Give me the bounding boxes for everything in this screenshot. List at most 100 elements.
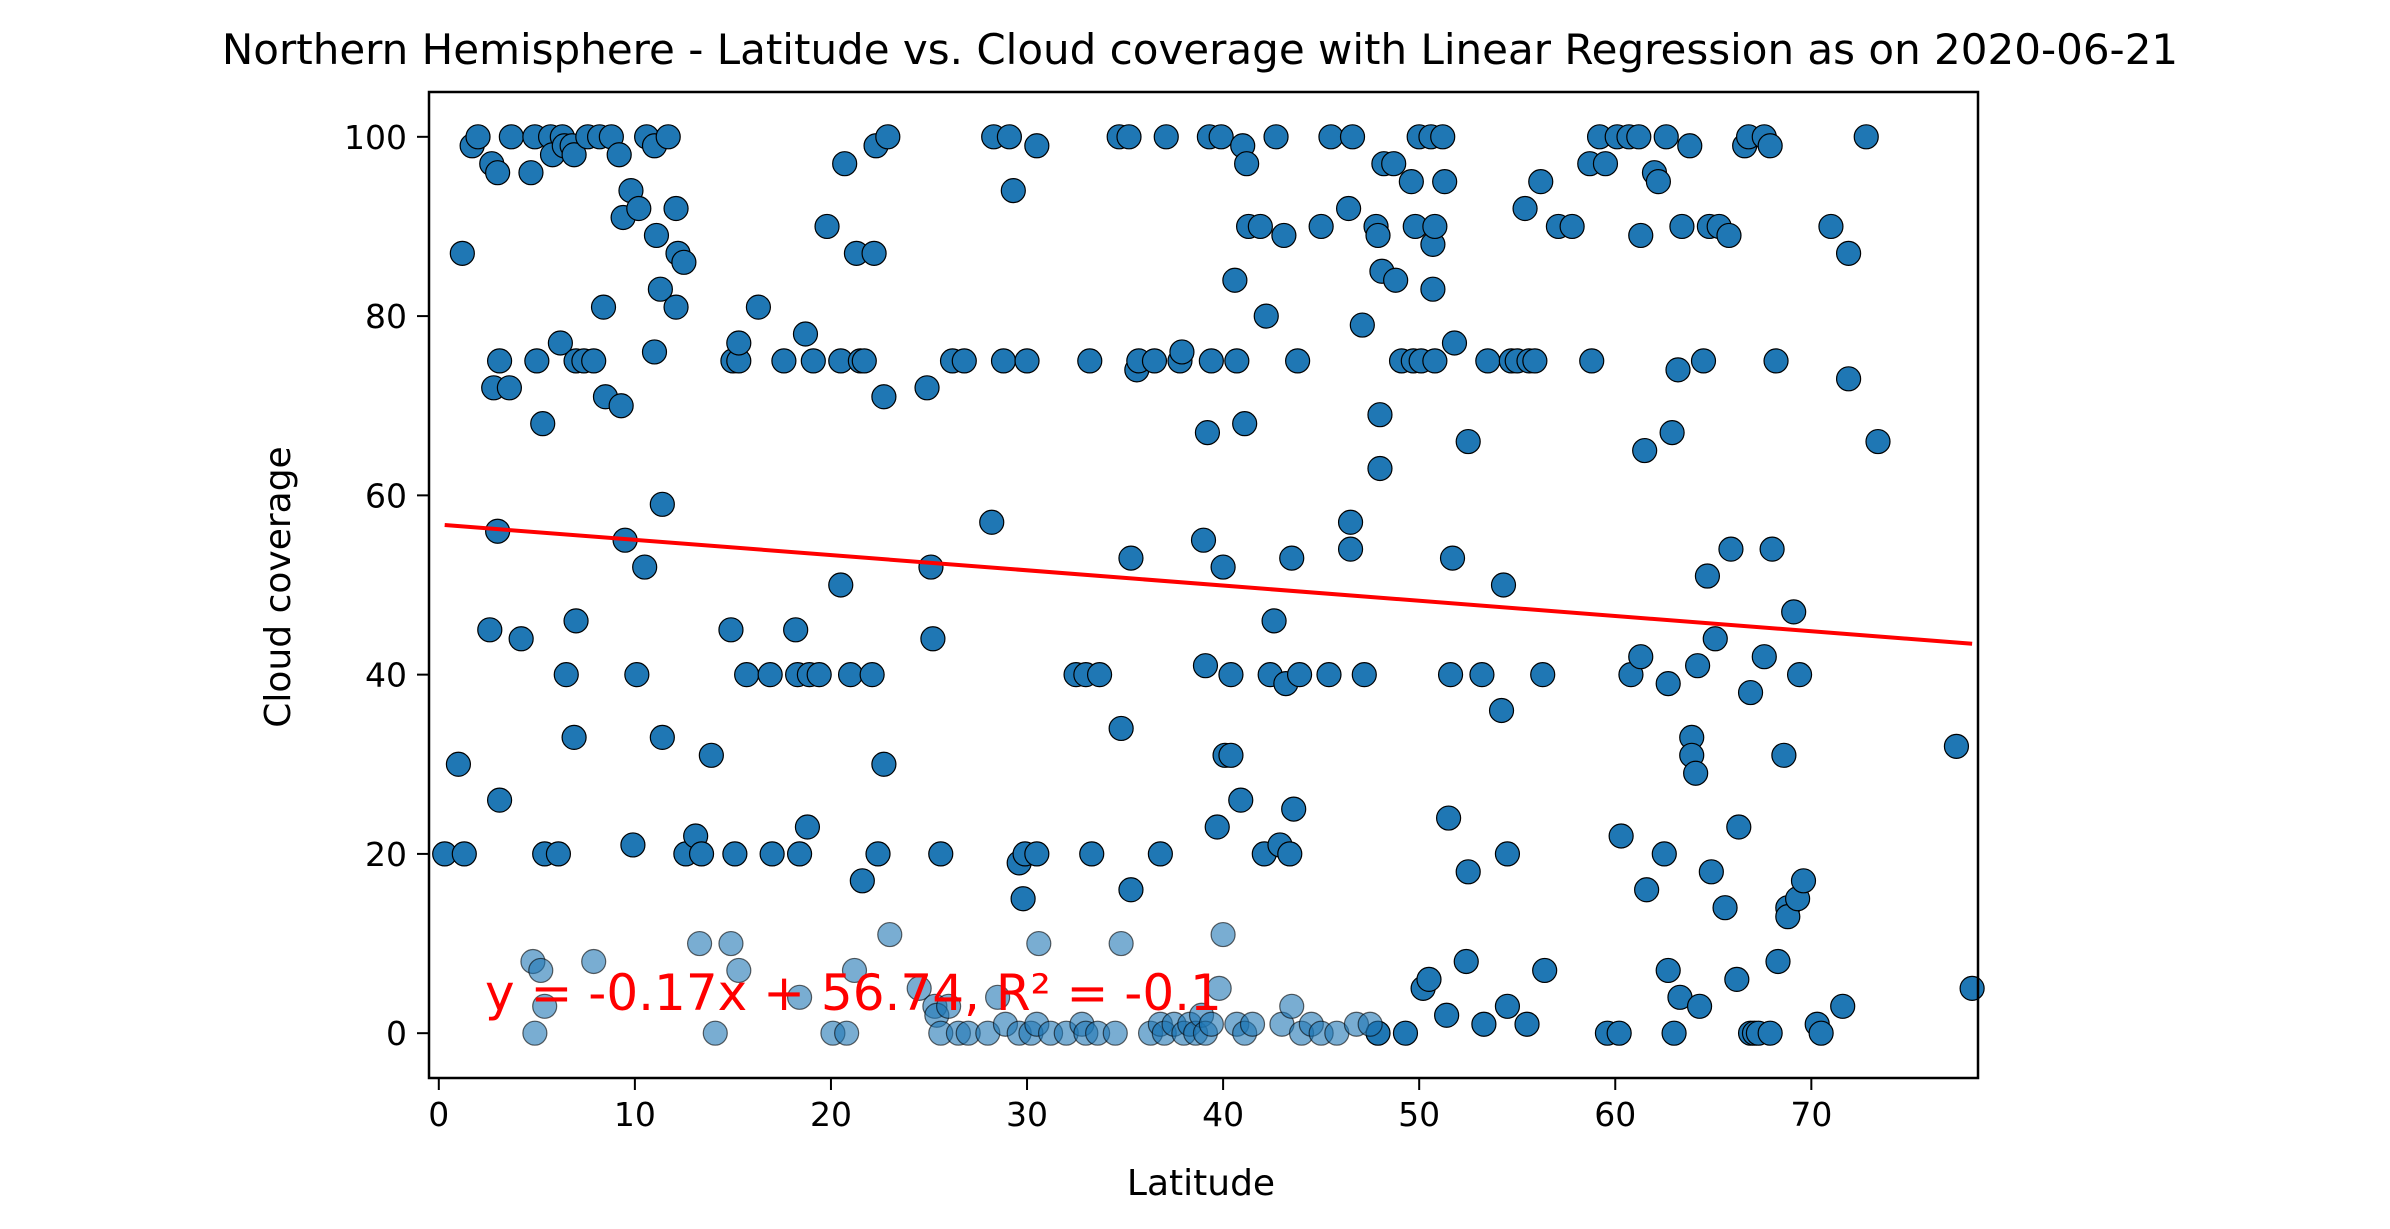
data-point bbox=[759, 841, 785, 867]
data-point bbox=[1108, 930, 1134, 957]
data-point bbox=[524, 348, 550, 374]
data-point bbox=[1690, 348, 1717, 374]
data-point bbox=[1634, 877, 1660, 903]
data-point bbox=[1659, 420, 1685, 446]
data-point bbox=[608, 393, 634, 419]
data-point bbox=[1416, 966, 1442, 993]
data-point bbox=[1718, 536, 1744, 562]
data-point bbox=[641, 339, 668, 365]
data-point bbox=[1271, 222, 1297, 249]
data-point bbox=[1218, 742, 1244, 768]
data-point bbox=[1559, 213, 1585, 240]
y-tick-label: 0 bbox=[386, 1014, 407, 1053]
data-point bbox=[1422, 348, 1448, 374]
data-point bbox=[1279, 993, 1305, 1019]
data-point bbox=[1335, 195, 1362, 222]
data-point bbox=[1943, 733, 1970, 759]
data-point bbox=[906, 975, 932, 1001]
data-point bbox=[914, 375, 940, 401]
data-point bbox=[1024, 133, 1050, 159]
data-point bbox=[979, 509, 1005, 535]
data-point bbox=[806, 662, 832, 688]
data-point bbox=[1771, 742, 1797, 768]
data-point bbox=[726, 330, 752, 356]
data-point bbox=[1677, 133, 1703, 159]
data-point bbox=[951, 348, 977, 374]
data-point bbox=[1512, 195, 1538, 222]
data-point bbox=[1757, 133, 1783, 159]
data-point bbox=[606, 142, 632, 168]
data-point bbox=[486, 787, 513, 813]
data-point bbox=[620, 832, 646, 858]
data-point bbox=[1190, 527, 1217, 553]
data-point bbox=[1724, 966, 1750, 993]
data-point bbox=[477, 617, 503, 643]
data-point bbox=[1253, 303, 1279, 329]
data-point bbox=[1198, 348, 1224, 374]
data-point bbox=[702, 1020, 728, 1046]
data-points bbox=[432, 124, 1985, 1046]
data-point bbox=[1263, 124, 1289, 150]
data-point bbox=[1665, 357, 1691, 383]
data-point bbox=[1281, 796, 1307, 822]
y-axis-label: Cloud coverage bbox=[258, 446, 299, 727]
data-point bbox=[498, 124, 524, 150]
data-point bbox=[1357, 1011, 1383, 1037]
data-point bbox=[451, 841, 477, 867]
data-point bbox=[1455, 428, 1481, 455]
chart-title: Northern Hemisphere - Latitude vs. Cloud… bbox=[222, 25, 2178, 74]
data-point bbox=[1204, 814, 1230, 840]
data-point bbox=[1532, 957, 1558, 984]
data-point bbox=[1683, 760, 1709, 786]
data-point bbox=[1716, 222, 1742, 249]
data-point bbox=[590, 294, 617, 320]
data-point bbox=[532, 993, 558, 1019]
data-point bbox=[1475, 348, 1501, 374]
data-point bbox=[1208, 124, 1234, 150]
data-point bbox=[1210, 554, 1236, 580]
x-tick-label: 10 bbox=[614, 1095, 656, 1134]
regression-equation: y = -0.17x + 56.74, R² = -0.1 bbox=[485, 964, 1222, 1022]
data-point bbox=[1086, 662, 1113, 688]
data-point bbox=[1000, 178, 1026, 204]
data-point bbox=[1651, 841, 1677, 867]
data-point bbox=[814, 213, 840, 240]
data-point bbox=[849, 868, 875, 894]
data-point bbox=[871, 751, 897, 777]
data-point bbox=[522, 1020, 548, 1046]
data-point bbox=[1959, 975, 1985, 1001]
data-point bbox=[1234, 151, 1260, 177]
data-point bbox=[1420, 276, 1446, 302]
data-point bbox=[1432, 169, 1458, 195]
data-point bbox=[1830, 993, 1856, 1019]
data-point bbox=[663, 294, 689, 320]
data-point bbox=[1528, 169, 1554, 195]
data-point bbox=[486, 348, 513, 374]
data-point bbox=[561, 142, 587, 168]
data-point bbox=[1026, 930, 1052, 957]
plot-area: 0 10 20 30 40 50 60 70 0 20 40 60 80 100 y = -0.17x +… bbox=[344, 90, 1985, 1134]
data-point bbox=[1865, 428, 1891, 455]
data-point bbox=[832, 151, 858, 177]
data-point bbox=[1337, 536, 1364, 562]
data-point bbox=[445, 751, 472, 777]
data-point bbox=[1759, 536, 1785, 562]
data-point bbox=[1685, 653, 1711, 679]
data-point bbox=[530, 411, 556, 437]
data-point bbox=[581, 948, 607, 975]
data-point bbox=[671, 249, 697, 275]
data-point bbox=[1339, 124, 1366, 150]
data-point bbox=[871, 384, 897, 410]
plot-frame bbox=[427, 90, 1980, 1080]
x-axis-label: Latitude bbox=[1127, 1163, 1275, 1204]
data-point bbox=[1645, 169, 1671, 195]
data-point bbox=[783, 617, 809, 643]
data-point bbox=[1079, 841, 1105, 867]
data-point bbox=[528, 957, 554, 984]
data-point bbox=[1285, 348, 1311, 374]
data-point bbox=[834, 1020, 860, 1046]
data-point bbox=[1437, 662, 1464, 688]
data-point bbox=[996, 124, 1022, 150]
data-point bbox=[1367, 455, 1393, 482]
data-point bbox=[734, 662, 760, 688]
